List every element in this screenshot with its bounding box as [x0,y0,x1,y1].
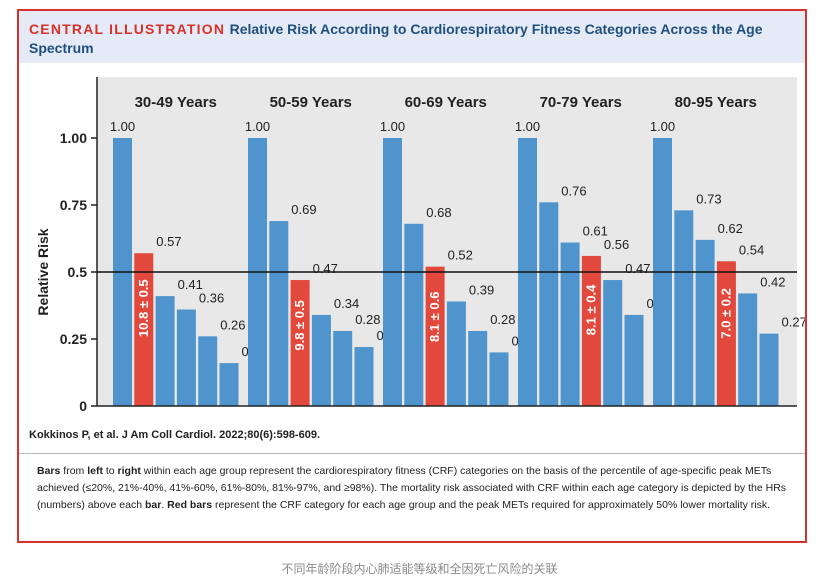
chart-svg: 0 0.25 0.5 0.75 1.00 Relative Risk 30-49 Years… [35,77,807,414]
bar-value-label: 1.00 [650,119,675,134]
note-text: represent the CRF category for each age … [212,499,771,511]
bar [468,330,488,406]
bar [219,363,239,406]
central-illustration-label: CENTRAL ILLUSTRATION [29,21,226,37]
citation: Kokkinos P, et al. J Am Coll Cardiol. 20… [29,429,321,441]
mets-label: 7.0 ± 0.2 [718,288,733,339]
bar-value-label: 0.68 [426,205,451,220]
y-tick-label: 0.5 [68,264,88,280]
group-title-50-59-years: 50-59 Years [270,94,352,111]
divider [19,453,805,454]
bar-value-label: 1.00 [245,119,270,134]
red-bar [425,266,445,406]
bar-value-label: 0.62 [718,221,743,236]
bar-value-label: 0.54 [739,242,764,257]
red-bar [134,253,154,406]
group-title-30-49-years: 30-49 Years [135,94,217,111]
y-tick-label: 0.75 [60,197,87,213]
note-text: to [102,465,118,477]
bar-value-label: 1.00 [380,119,405,134]
note-bold-red-bars: Red bars [167,499,213,511]
y-tick-label: 1.00 [60,130,87,146]
group-title-60-69-years: 60-69 Years [405,94,487,111]
bar [539,202,559,406]
bar-value-label: 0.28 [355,312,380,327]
image-caption: 不同年龄阶段内心肺适能等级和全因死亡风险的关联 [281,562,558,576]
y-axis-title: Relative Risk [35,228,51,315]
mets-label: 8.1 ± 0.4 [583,284,598,335]
illustration-frame: CENTRAL ILLUSTRATION Relative Risk Accor… [17,9,807,543]
note-text: . [161,499,168,511]
header: CENTRAL ILLUSTRATION Relative Risk Accor… [19,11,805,63]
bar [333,330,353,406]
illustration-title: Relative Risk According to Cardiorespira… [29,21,763,56]
red-bar [716,261,736,406]
bar [759,333,779,406]
bar [269,221,289,406]
bar [695,239,715,406]
bar [155,296,175,406]
mets-label: 8.1 ± 0.6 [427,292,442,343]
mets-label: 9.8 ± 0.5 [292,300,307,351]
red-bar [581,255,601,406]
bar [624,314,644,406]
bar-value-label: 0.39 [469,282,494,297]
bar [176,309,196,406]
bar-value-label: 0.76 [561,183,586,198]
bar [311,314,331,406]
red-bar [290,280,310,406]
mets-label: 10.8 ± 0.5 [136,279,151,337]
bar-value-label: 0.42 [760,274,785,289]
bar-value-label: 0.56 [604,237,629,252]
bar-value-label: 0.61 [583,224,608,239]
bar-value-label: 0.52 [448,248,473,263]
bar-value-label: 0.47 [313,261,338,276]
bar [404,223,424,406]
note-text: within each age group represent the card… [37,465,787,511]
bar [354,347,374,406]
bar-value-label: 0.41 [178,277,203,292]
bar-value-label: 0.69 [291,202,316,217]
group-title-70-79-years: 70-79 Years [540,94,622,111]
bar-chart: 0 0.25 0.5 0.75 1.00 Relative Risk 30-49 Years… [19,63,807,419]
bar-value-label: 0.73 [696,191,721,206]
bar [489,352,509,406]
bar-value-label: 0.26 [220,317,245,332]
bar-value-label: 1.00 [515,119,540,134]
bar-value-label: 0.34 [334,296,359,311]
bar [674,210,694,406]
bar-value-label: 0.27 [782,315,806,330]
bar-value-label: 0.28 [490,312,515,327]
group-title-80-95-years: 80-95 Years [675,94,757,111]
note-bold-left: left [87,465,103,477]
bar-value-label: 0.36 [199,291,224,306]
bar-value-label: 1.00 [110,119,135,134]
bar [603,280,623,406]
bar [446,301,466,406]
bar-value-label: 0.57 [156,234,181,249]
y-tick-label: 0 [79,398,87,414]
y-tick-label: 0.25 [60,331,87,347]
note-bold-bars: Bars [37,465,61,477]
bar [198,336,218,406]
bar [738,293,758,406]
bar-value-label: 0.47 [625,261,650,276]
note-bold-bar: bar [144,499,162,511]
bar [560,242,580,406]
note-text: from [60,465,88,477]
note-bold-right: right [117,465,141,477]
footnote: Bars from left to right within each age … [37,463,797,514]
